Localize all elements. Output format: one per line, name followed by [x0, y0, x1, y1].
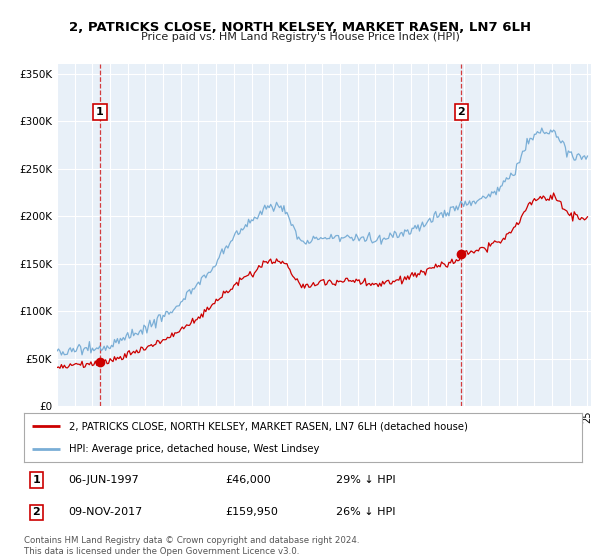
- Text: Price paid vs. HM Land Registry's House Price Index (HPI): Price paid vs. HM Land Registry's House …: [140, 32, 460, 43]
- Text: £46,000: £46,000: [225, 475, 271, 486]
- Text: 2, PATRICKS CLOSE, NORTH KELSEY, MARKET RASEN, LN7 6LH (detached house): 2, PATRICKS CLOSE, NORTH KELSEY, MARKET …: [68, 421, 467, 431]
- Text: 1: 1: [96, 107, 104, 117]
- Text: 09-NOV-2017: 09-NOV-2017: [68, 507, 143, 517]
- Text: 26% ↓ HPI: 26% ↓ HPI: [337, 507, 396, 517]
- Text: 29% ↓ HPI: 29% ↓ HPI: [337, 475, 396, 486]
- Text: £159,950: £159,950: [225, 507, 278, 517]
- Text: 2: 2: [32, 507, 40, 517]
- Text: HPI: Average price, detached house, West Lindsey: HPI: Average price, detached house, West…: [68, 444, 319, 454]
- Text: 2, PATRICKS CLOSE, NORTH KELSEY, MARKET RASEN, LN7 6LH: 2, PATRICKS CLOSE, NORTH KELSEY, MARKET …: [69, 21, 531, 34]
- Text: 1: 1: [32, 475, 40, 486]
- Text: 2: 2: [457, 107, 465, 117]
- Text: Contains HM Land Registry data © Crown copyright and database right 2024.
This d: Contains HM Land Registry data © Crown c…: [24, 536, 359, 556]
- Text: 06-JUN-1997: 06-JUN-1997: [68, 475, 139, 486]
